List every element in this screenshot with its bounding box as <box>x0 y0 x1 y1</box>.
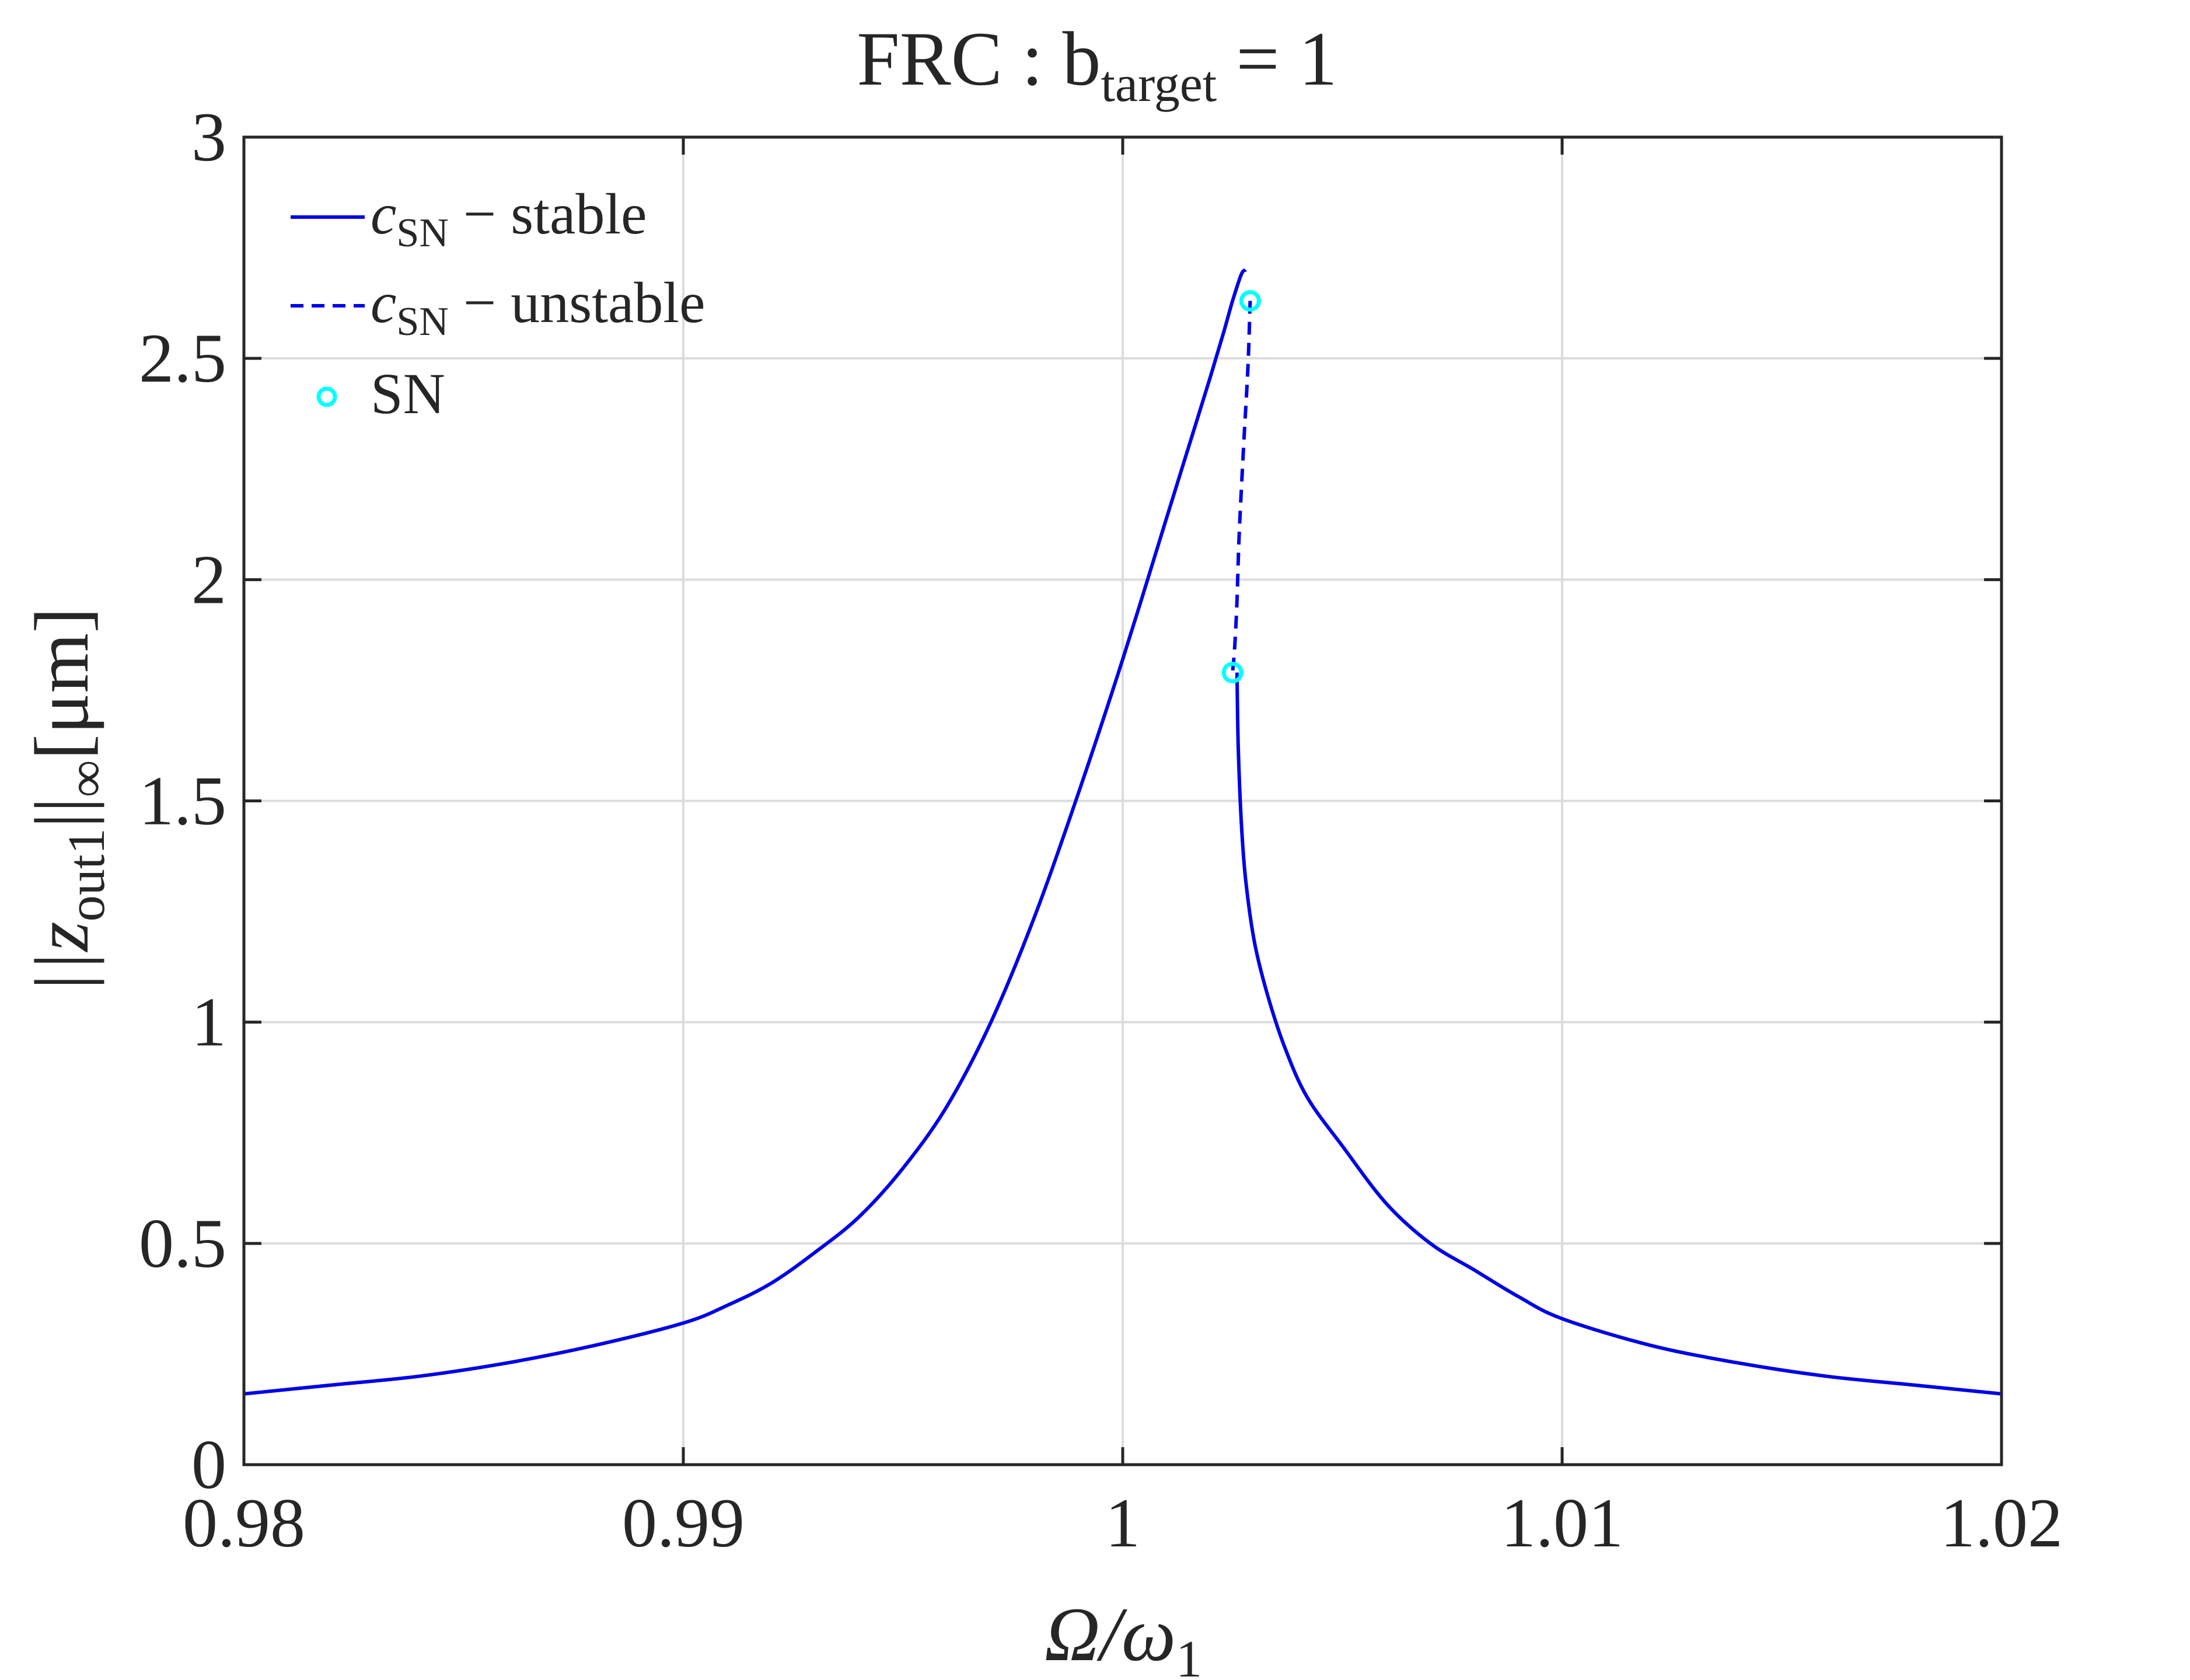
y-tick-label: 0 <box>191 1426 226 1503</box>
x-axis-label: Ω/ω1 <box>1045 1591 1202 1680</box>
unstable-branch-line <box>1231 301 1252 673</box>
y-tick-label: 1 <box>191 983 226 1061</box>
sn-point-marker <box>1239 290 1261 312</box>
legend-item-stable: cSN − stable <box>291 181 647 256</box>
legend-label-stable: cSN − stable <box>371 181 647 256</box>
sn-marker-layer <box>1221 290 1261 684</box>
x-tick-label: 1.02 <box>1940 1484 2063 1562</box>
sn-point-marker <box>1221 662 1244 684</box>
y-axis-label: ||zout1||∞[μm] <box>19 607 116 994</box>
axis-ticks <box>242 135 2003 1466</box>
y-tick-label: 2.5 <box>139 319 226 397</box>
x-tick-label: 1.01 <box>1501 1484 1623 1562</box>
y-tick-label: 0.5 <box>139 1204 226 1282</box>
legend-item-sn: SN <box>316 361 445 426</box>
legend: cSN − stable cSN − unstable SN <box>291 181 705 426</box>
axis-tick-labels: 0.98 0.99 1 1.01 1.02 0 0.5 1 1.5 2 2.5 3 <box>139 98 2063 1562</box>
y-tick-label: 1.5 <box>139 762 226 840</box>
chart-title: FRC : btarget = 1 <box>857 16 1337 113</box>
stable-branch-line <box>243 268 1248 1396</box>
y-tick-label: 2 <box>191 540 226 618</box>
legend-label-sn: SN <box>371 361 445 426</box>
x-tick-label: 0.98 <box>183 1484 305 1562</box>
x-tick-label: 1 <box>1105 1484 1140 1562</box>
legend-item-unstable: cSN − unstable <box>291 270 705 344</box>
legend-label-unstable: cSN − unstable <box>371 270 705 344</box>
stable-branch-line <box>1235 672 2002 1396</box>
series-layer <box>243 268 2002 1396</box>
legend-sn-marker-swatch <box>316 386 337 407</box>
x-tick-label: 0.99 <box>622 1484 745 1562</box>
y-tick-label: 3 <box>191 98 226 176</box>
